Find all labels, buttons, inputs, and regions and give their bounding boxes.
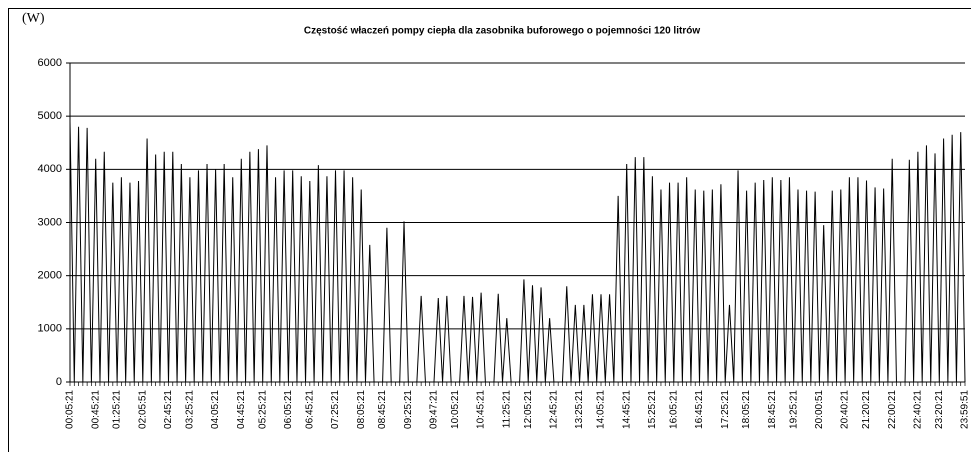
x-tick-label: 20:40:21: [840, 390, 851, 429]
x-tick-label: 11:25:21: [501, 390, 512, 429]
x-tick-label: 10:05:21: [450, 390, 461, 429]
x-tick-label: 16:05:21: [668, 390, 679, 429]
x-tick-label: 01:25:21: [112, 390, 123, 429]
y-tick-label: 6000: [38, 57, 62, 69]
x-tick-label: 18:45:21: [767, 390, 778, 429]
x-tick-label: 20:00:51: [814, 390, 825, 429]
data-line: [69, 121, 966, 383]
x-tick-label: 04:05:21: [210, 390, 221, 429]
x-tick-label: 14:45:21: [621, 390, 632, 429]
x-tick-label: 07:25:21: [330, 390, 341, 429]
x-tick-label: 04:45:21: [236, 390, 247, 429]
y-tick-label: 5000: [38, 110, 62, 122]
y-tick-label: 1000: [38, 323, 62, 335]
x-tick-label: 10:45:21: [476, 390, 487, 429]
y-tick-label: 3000: [38, 216, 62, 228]
x-tick-label: 14:05:21: [596, 390, 607, 429]
x-tick-label: 23:59:51: [960, 390, 971, 429]
x-tick-label: 19:25:21: [788, 390, 799, 429]
x-tick-label: 09:47:21: [429, 390, 440, 429]
x-tick-label: 00:05:21: [65, 390, 76, 429]
chart-frame: [8, 8, 971, 452]
x-tick-label: 09:25:21: [403, 390, 414, 429]
x-tick-label: 03:25:21: [185, 390, 196, 429]
x-tick-label: 00:45:21: [90, 390, 101, 429]
x-tick-label: 08:05:21: [356, 390, 367, 429]
x-tick-label: 13:25:21: [574, 390, 585, 429]
x-tick-label: 08:45:21: [377, 390, 388, 429]
x-tick-label: 06:45:21: [304, 390, 315, 429]
x-tick-label: 15:25:21: [647, 390, 658, 429]
y-tick-label: 2000: [38, 270, 62, 282]
x-tick-label: 22:40:21: [913, 390, 924, 429]
x-tick-label: 02:45:21: [163, 390, 174, 429]
x-tick-label: 12:45:21: [549, 390, 560, 429]
x-tick-label: 23:20:21: [934, 390, 945, 429]
x-tick-label: 12:05:21: [523, 390, 534, 429]
y-tick-label: 4000: [38, 163, 62, 175]
x-tick-label: 21:20:21: [861, 390, 872, 429]
x-tick-label: 06:05:21: [283, 390, 294, 429]
x-tick-label: 17:25:21: [720, 390, 731, 429]
y-tick-label: 0: [56, 376, 62, 388]
x-tick-label: 22:00:21: [887, 390, 898, 429]
y-axis-label: (W): [22, 11, 45, 26]
x-tick-label: 18:05:21: [741, 390, 752, 429]
x-tick-label: 02:05:51: [137, 390, 148, 429]
chart-title: Częstość właczeń pompy ciepła dla zasobn…: [304, 26, 700, 37]
x-tick-label: 16:45:21: [694, 390, 705, 429]
x-tick-label: 05:25:21: [257, 390, 268, 429]
